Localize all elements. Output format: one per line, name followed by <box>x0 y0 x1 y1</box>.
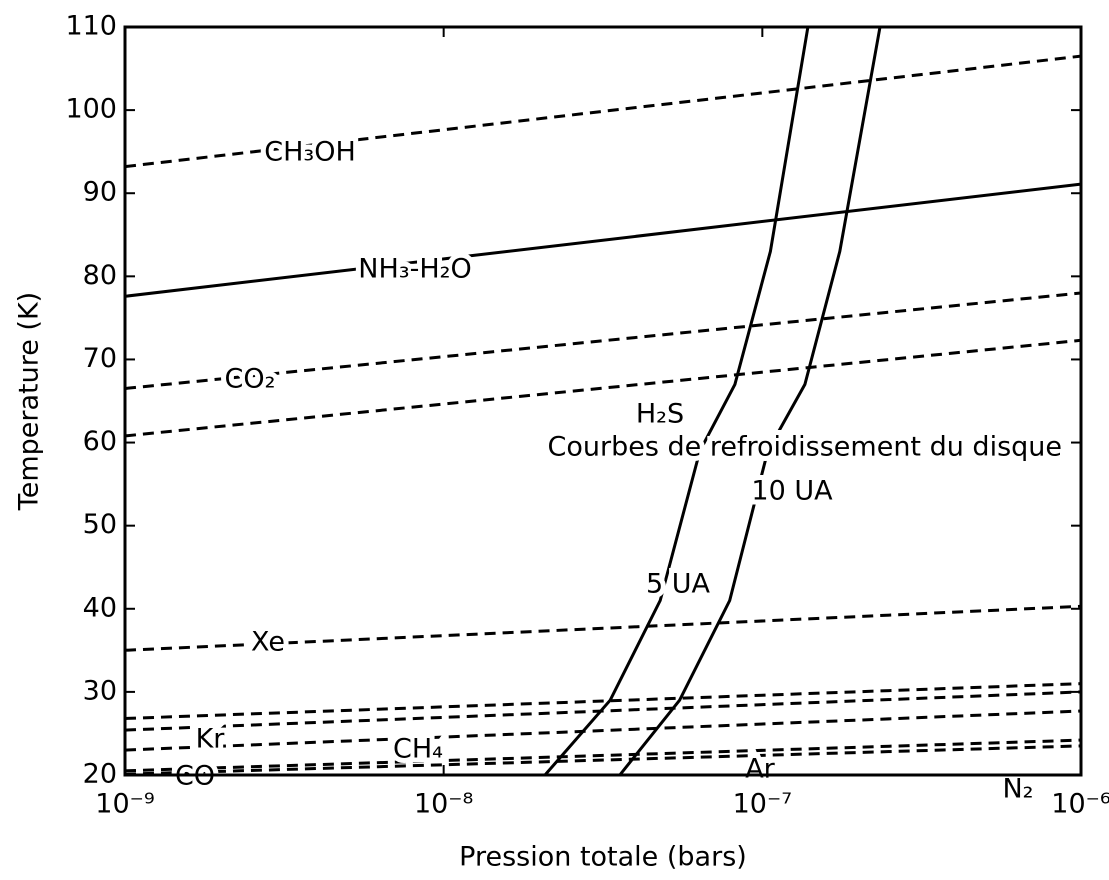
annotation: Courbes de refroidissement du disque <box>548 432 1062 463</box>
x-tick-label: 10⁻⁷ <box>733 789 792 820</box>
series-line <box>618 27 882 775</box>
series-line <box>125 738 1081 773</box>
series-line <box>125 682 1081 720</box>
series-line <box>125 604 1081 652</box>
series-label: 10 UA <box>751 476 833 507</box>
series-label: Ar <box>745 754 775 785</box>
y-tick-label: 80 <box>83 260 117 291</box>
series-label: 5 UA <box>646 569 711 600</box>
y-tick-label: 70 <box>83 343 117 374</box>
y-tick-label: 40 <box>83 592 117 623</box>
series-line <box>125 744 1081 775</box>
series-line <box>125 291 1081 390</box>
series-label: Xe <box>251 627 285 658</box>
series-line <box>125 182 1081 298</box>
series-label: CH₃OH <box>264 137 356 168</box>
series-line <box>125 709 1081 752</box>
x-axis-label: Pression totale (bars) <box>459 842 747 873</box>
y-tick-label: 110 <box>65 11 117 42</box>
x-tick-label: 10⁻⁸ <box>414 789 473 820</box>
y-tick-label: 60 <box>83 426 117 457</box>
plot-frame <box>123 25 1083 777</box>
series-label: N₂ <box>1002 774 1033 805</box>
series-line <box>125 54 1081 169</box>
y-axis-label: Temperature (K) <box>14 292 45 511</box>
y-tick-label: 100 <box>65 94 117 125</box>
y-tick-label: 30 <box>83 675 117 706</box>
y-tick-label: 50 <box>83 509 117 540</box>
series-label: Kr <box>196 724 226 755</box>
series-label: CO₂ <box>225 364 276 395</box>
series-line <box>543 27 810 775</box>
series-label: H₂S <box>636 399 684 430</box>
series-line <box>125 690 1081 732</box>
x-tick-label: 10⁻⁶ <box>1051 789 1109 820</box>
series-label: NH₃-H₂O <box>358 254 471 285</box>
series-label: CH₄ <box>393 734 443 765</box>
x-tick-label: 10⁻⁹ <box>95 789 154 820</box>
y-tick-label: 20 <box>83 759 117 790</box>
y-tick-label: 90 <box>83 177 117 208</box>
series-line <box>125 338 1081 438</box>
